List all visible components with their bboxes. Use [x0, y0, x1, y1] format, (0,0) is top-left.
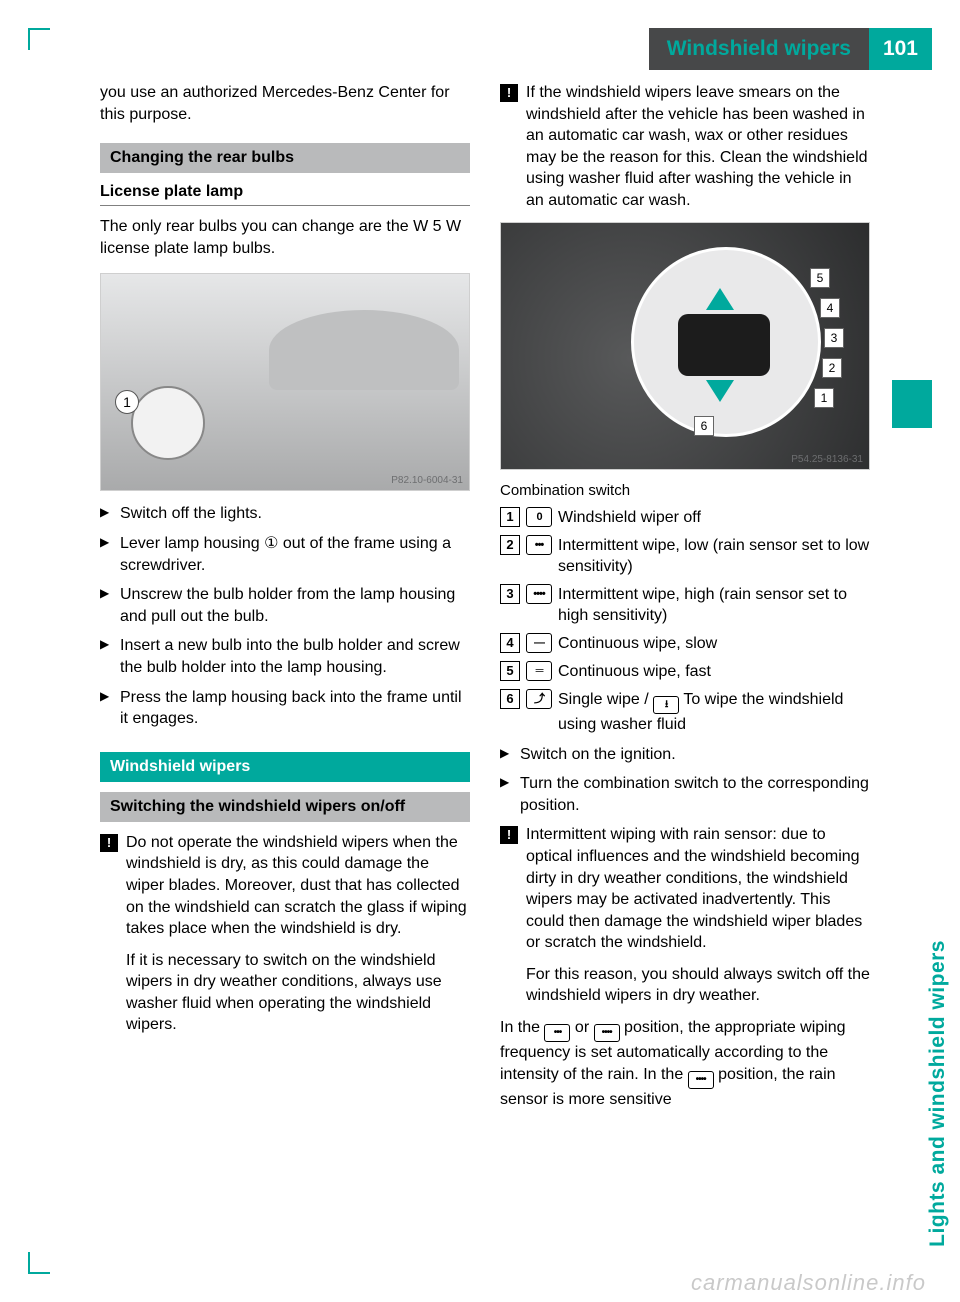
legend-num: 1 [500, 507, 520, 527]
fig2-label: 2 [822, 358, 842, 378]
license-text: The only rear bulbs you can change are t… [100, 216, 470, 259]
tail-sym: ••• [544, 1024, 570, 1042]
fig2-label: 3 [824, 328, 844, 348]
steps-wipers: Switch on the ignition. Turn the combina… [500, 744, 870, 817]
tail-sym: •••• [688, 1071, 714, 1089]
legend-sym: — [526, 633, 552, 653]
legend-item: 3 •••• Intermittent wipe, high (rain sen… [500, 584, 870, 627]
legend-item: 6 ⤴ Single wipe / ⭳ To wipe the windshie… [500, 689, 870, 736]
note-dry-wipe-cont: If it is necessary to switch on the wind… [100, 950, 470, 1036]
page-number: 101 [869, 28, 932, 70]
arrow-down-icon [706, 380, 734, 402]
step-item: Insert a new bulb into the bulb holder a… [100, 635, 470, 678]
note-smears: If the windshield wipers leave smears on… [500, 82, 870, 212]
legend-text: Windshield wiper off [558, 509, 701, 526]
step-item: Switch on the ignition. [500, 744, 870, 766]
legend-sym: ⤴ [526, 689, 552, 709]
legend-sym: 0 [526, 507, 552, 527]
tail-paragraph: In the ••• or •••• position, the appropr… [500, 1017, 870, 1110]
legend-item: 5 ═ Continuous wipe, fast [500, 661, 870, 683]
legend-text: Intermittent wipe, low (rain sensor set … [558, 537, 869, 576]
legend-sym-inline: ⭳ [653, 696, 679, 714]
legend-item: 4 — Continuous wipe, slow [500, 633, 870, 655]
legend-num: 6 [500, 689, 520, 709]
header-bar: Windshield wipers 101 [649, 28, 932, 70]
note-dry-wipe: Do not operate the windshield wipers whe… [100, 832, 470, 940]
watermark: carmanualsonline.info [691, 1270, 926, 1296]
side-tab-marker [892, 380, 932, 428]
heading-rear-bulbs: Changing the rear bulbs [100, 143, 470, 173]
step-item: Switch off the lights. [100, 503, 470, 525]
subheading-license-plate: License plate lamp [100, 183, 470, 206]
tail-b: or [570, 1019, 593, 1036]
arrow-up-icon [706, 288, 734, 310]
legend-list: 1 0 Windshield wiper off 2 ••• Intermitt… [500, 507, 870, 736]
right-column: If the windshield wipers leave smears on… [500, 82, 870, 1124]
corner-bottom-left [28, 1252, 50, 1274]
subheading-switching: Switching the windshield wipers on/off [100, 792, 470, 822]
legend-num: 3 [500, 584, 520, 604]
step-item: Turn the combination switch to the corre… [500, 773, 870, 816]
fig2-label: 6 [694, 416, 714, 436]
page-content: you use an authorized Mercedes-Benz Cent… [100, 82, 870, 1124]
legend-sym: ═ [526, 661, 552, 681]
legend-text: Continuous wipe, slow [558, 635, 717, 652]
legend-text: Continuous wipe, fast [558, 663, 711, 680]
note-rain-sensor-cont: For this reason, you should always switc… [500, 964, 870, 1007]
fig2-label: 4 [820, 298, 840, 318]
side-tab: Lights and windshield wipers [892, 380, 932, 940]
legend-num: 2 [500, 535, 520, 555]
zoom-circle: 5 4 3 2 1 6 [631, 247, 821, 437]
legend-item: 2 ••• Intermittent wipe, low (rain senso… [500, 535, 870, 578]
figure-license-plate: 1 P82.10-6004-31 [100, 273, 470, 491]
steps-license: Switch off the lights. Lever lamp housin… [100, 503, 470, 729]
intro-text: you use an authorized Mercedes-Benz Cent… [100, 82, 470, 125]
note-rain-sensor: Intermittent wiping with rain sensor: du… [500, 824, 870, 954]
side-tab-label: Lights and windshield wipers [926, 940, 950, 1247]
legend-sym: ••• [526, 535, 552, 555]
legend-item: 1 0 Windshield wiper off [500, 507, 870, 529]
heading-windshield-wipers: Windshield wipers [100, 752, 470, 782]
tail-sym: •••• [594, 1024, 620, 1042]
car-shape-graphic [269, 310, 459, 390]
legend-num: 4 [500, 633, 520, 653]
figure-caption: Combination switch [500, 482, 870, 499]
legend-sym: •••• [526, 584, 552, 604]
fig2-label: 5 [810, 268, 830, 288]
step-item: Unscrew the bulb holder from the lamp ho… [100, 584, 470, 627]
step-item: Lever lamp housing ① out of the frame us… [100, 533, 470, 576]
figure-tag: P82.10-6004-31 [391, 475, 463, 486]
fig2-label: 1 [814, 388, 834, 408]
legend-text-a: Single wipe / [558, 691, 653, 708]
corner-top-left [28, 28, 50, 50]
section-header: Windshield wipers [649, 28, 869, 70]
step-item: Press the lamp housing back into the fra… [100, 687, 470, 730]
legend-num: 5 [500, 661, 520, 681]
knob-graphic [678, 314, 770, 376]
legend-text: Intermittent wipe, high (rain sensor set… [558, 586, 847, 625]
tail-a: In the [500, 1019, 544, 1036]
figure-combination-switch: 5 4 3 2 1 6 P54.25-8136-31 [500, 222, 870, 470]
figure-tag: P54.25-8136-31 [791, 454, 863, 465]
callout-zoom-circle [131, 386, 205, 460]
left-column: you use an authorized Mercedes-Benz Cent… [100, 82, 470, 1124]
